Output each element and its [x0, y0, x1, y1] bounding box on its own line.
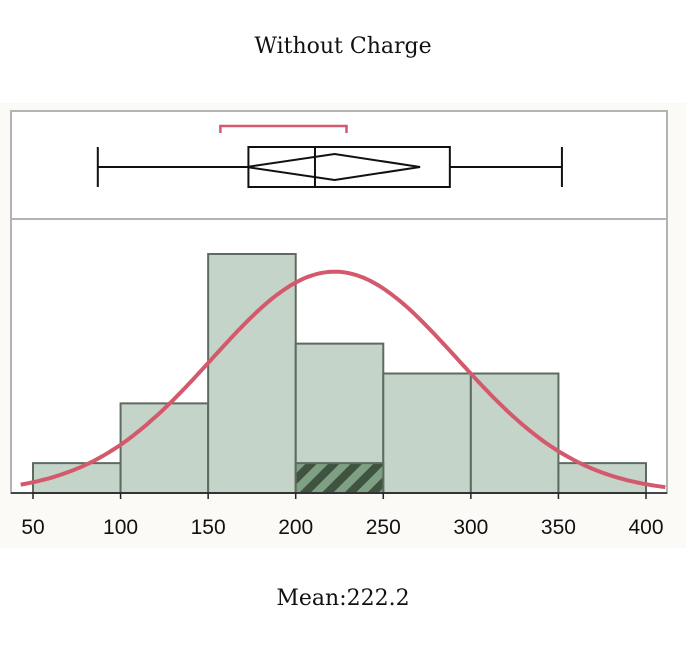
histogram-bar-300-350	[469, 372, 560, 494]
mean-diamond	[246, 152, 421, 182]
x-tick-label-50: 50	[21, 516, 44, 539]
mean-label: Mean:222.2	[276, 586, 410, 611]
histogram-bar-350-400	[557, 462, 648, 494]
x-tick-label-200: 200	[278, 516, 313, 539]
x-tick-label-300: 300	[453, 516, 488, 539]
highlighted-bar-segment	[294, 462, 385, 494]
histogram-bar-100-150	[119, 402, 210, 494]
x-tick-label-100: 100	[103, 516, 138, 539]
x-tick-label-150: 150	[191, 516, 226, 539]
histogram-bar-250-300	[382, 372, 472, 494]
normal-fit-curve	[20, 269, 666, 490]
x-tick-label-400: 400	[628, 516, 663, 539]
x-tick-label-250: 250	[366, 516, 401, 539]
x-tick-label-350: 350	[541, 516, 576, 539]
shortest-half-bracket	[219, 124, 348, 133]
chart-title: Without Charge	[254, 34, 432, 59]
